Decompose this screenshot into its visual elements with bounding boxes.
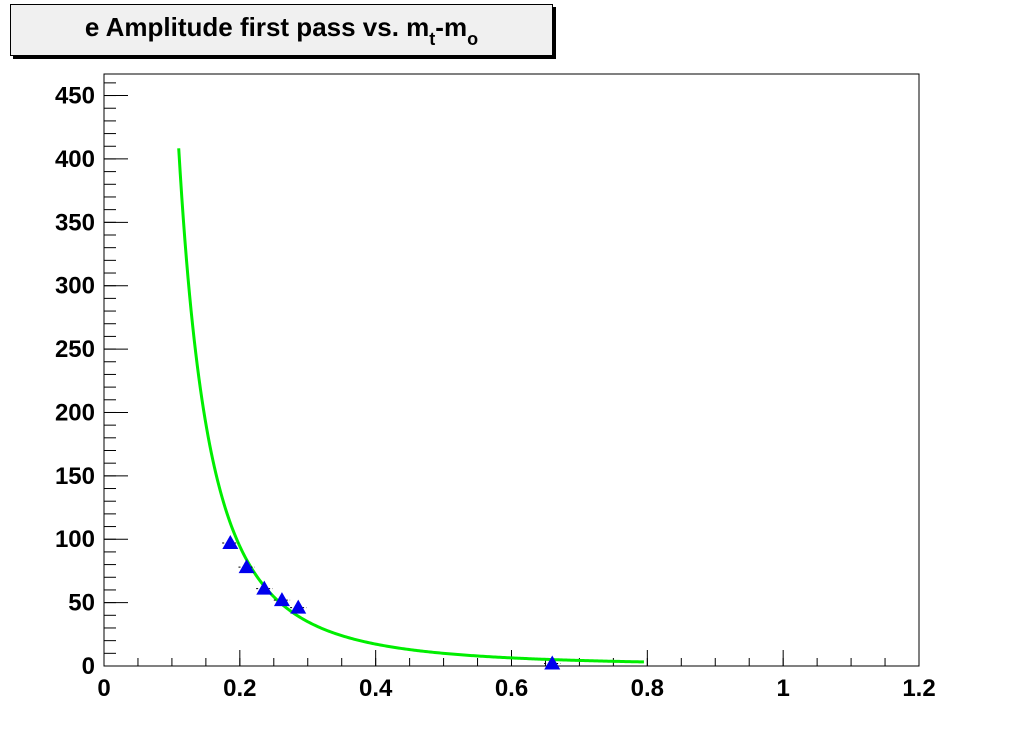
y-tick-label: 150: [55, 463, 95, 490]
y-tick-label: 100: [55, 526, 95, 553]
title-subscript: t: [429, 29, 436, 49]
title-subscript: o: [467, 29, 479, 49]
y-tick-label: 250: [55, 336, 95, 363]
major-ticks: [103, 95, 920, 667]
data-point-triangle: [290, 599, 307, 614]
y-tick-label: 300: [55, 273, 95, 300]
plot-frame: [103, 73, 920, 667]
x-tick-label: 1: [776, 675, 789, 702]
data-point-triangle: [544, 655, 561, 670]
x-axis-tick-labels: 0 0.2 0.4 0.6 0.8 1 1.2: [97, 675, 935, 702]
data-point-triangle: [222, 535, 239, 550]
x-tick-label: 0: [97, 675, 110, 702]
y-tick-label: 350: [55, 209, 95, 236]
chart-title: e Amplitude first pass vs. mt-mo: [11, 5, 552, 53]
y-tick-label: 0: [82, 653, 95, 680]
fit-curve-group: [177, 148, 644, 664]
data-point-triangle: [273, 592, 290, 607]
title-segment: -m: [435, 12, 468, 42]
chart-title-box: e Amplitude first pass vs. mt-mo: [10, 4, 553, 56]
data-point-triangle: [256, 580, 273, 595]
data-points: [222, 535, 561, 670]
title-segment: e Amplitude first pass vs. m: [84, 12, 430, 42]
y-tick-label: 400: [55, 146, 95, 173]
x-tick-label: 1.2: [902, 675, 935, 702]
x-tick-label: 0.8: [631, 675, 664, 702]
x-tick-label: 0.4: [359, 675, 393, 702]
y-tick-label: 450: [55, 83, 95, 110]
data-point-triangle: [238, 559, 255, 574]
y-tick-label: 50: [68, 590, 95, 617]
y-axis-tick-labels: 0 50 100 150 200 250 300 350 400 450: [55, 83, 95, 680]
fit-curve: [177, 148, 644, 664]
y-tick-label: 200: [55, 399, 95, 426]
x-tick-label: 0.2: [223, 675, 256, 702]
x-tick-label: 0.6: [495, 675, 528, 702]
